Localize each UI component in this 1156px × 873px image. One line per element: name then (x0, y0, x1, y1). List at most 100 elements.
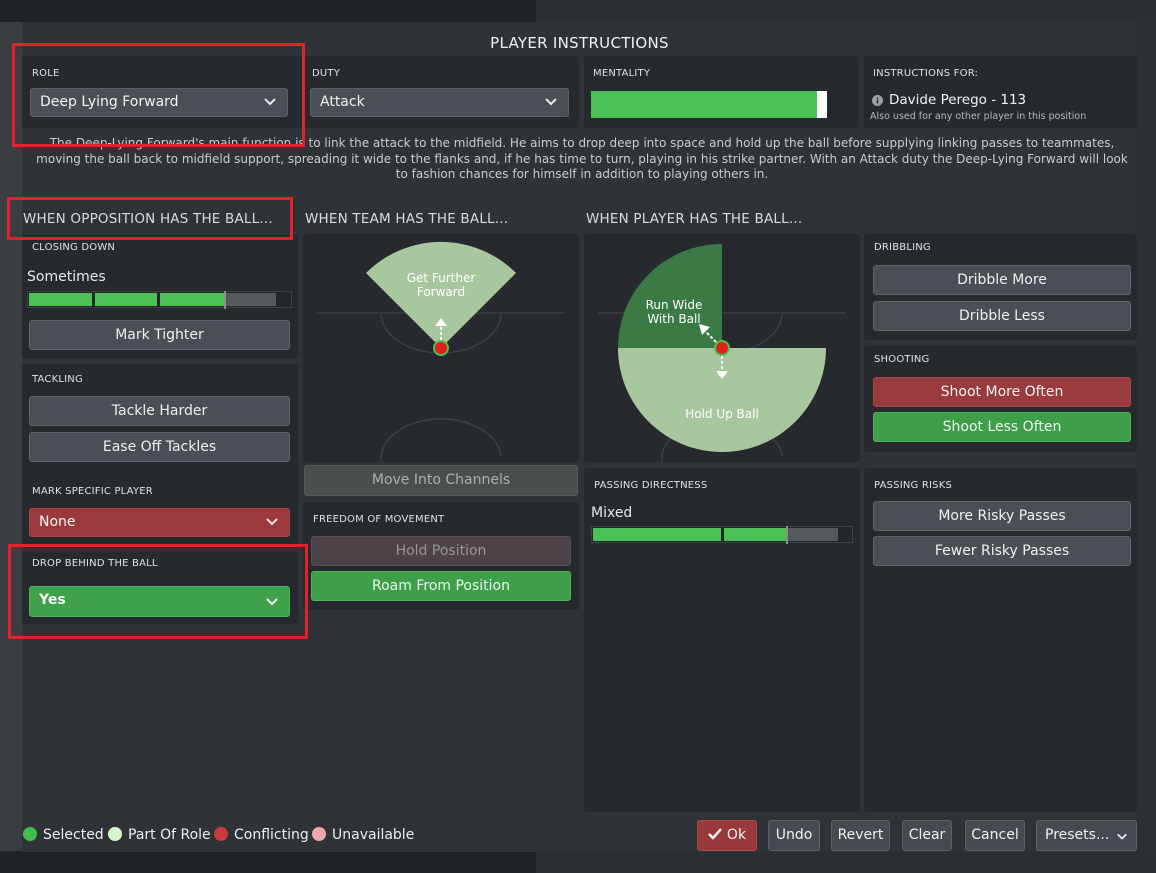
mentality-bar[interactable] (591, 91, 833, 118)
ok-button[interactable]: Ok (697, 820, 757, 851)
passing-risks-label: PASSING RISKS (874, 480, 953, 491)
role-select[interactable]: Deep Lying Forward (30, 88, 288, 117)
roam-from-position-button[interactable]: Roam From Position (311, 571, 571, 601)
drop-behind-select[interactable]: Yes (29, 586, 290, 617)
hold-up-ball-label: Hold Up Ball (685, 407, 759, 421)
undo-button[interactable]: Undo (768, 820, 820, 851)
role-panel: ROLE Deep Lying Forward (22, 56, 304, 128)
get-further-forward-label-1: Get Further (407, 271, 476, 285)
mentality-panel: MENTALITY (584, 56, 858, 128)
mark-specific-panel: MARK SPECIFIC PLAYER None (22, 478, 298, 548)
drop-behind-label: DROP BEHIND THE BALL (32, 558, 158, 569)
chevron-down-icon (1117, 833, 1127, 840)
duty-panel: DUTY Attack (304, 56, 579, 128)
instructions-for-panel: INSTRUCTIONS FOR: Davide Perego - 113 Al… (864, 56, 1137, 128)
highlight-box-role (12, 43, 305, 147)
legend-selected-dot (23, 827, 37, 841)
legend-unavailable-dot (312, 827, 326, 841)
legend-part-of-role-dot (108, 827, 122, 841)
closing-down-bar[interactable] (27, 291, 292, 309)
run-wide-label-1: Run Wide (646, 298, 703, 312)
duty-label: DUTY (312, 68, 341, 79)
highlight-box-opposition (7, 197, 293, 240)
mentality-label: MENTALITY (593, 68, 651, 79)
player-position-dot (433, 340, 449, 356)
shoot-less-often-button[interactable]: Shoot Less Often (873, 412, 1131, 442)
mark-specific-label: MARK SPECIFIC PLAYER (32, 486, 153, 497)
hold-position-button[interactable]: Hold Position (311, 536, 571, 566)
mark-tighter-button[interactable]: Mark Tighter (29, 320, 290, 350)
chevron-down-icon (264, 98, 276, 106)
fewer-risky-passes-button[interactable]: Fewer Risky Passes (873, 536, 1131, 566)
more-risky-passes-button[interactable]: More Risky Passes (873, 501, 1131, 531)
passing-directness-bar[interactable] (591, 526, 853, 544)
run-wide-with-ball-zone[interactable] (618, 244, 722, 348)
arrow-head-icon (716, 371, 728, 379)
chevron-down-icon (545, 98, 557, 106)
highlight-box-drop-behind (8, 544, 308, 639)
passing-directness-label: PASSING DIRECTNESS (594, 480, 708, 491)
role-label: ROLE (32, 68, 60, 79)
tackling-panel: TACKLING Tackle Harder Ease Off Tackles (22, 364, 298, 490)
mentality-slider-handle[interactable] (817, 91, 827, 118)
passing-risks-panel: PASSING RISKS More Risky Passes Fewer Ri… (864, 468, 1137, 812)
arrow-head-icon (699, 324, 710, 335)
background-right-strip (1137, 22, 1156, 852)
closing-down-label: CLOSING DOWN (32, 242, 116, 253)
shooting-label: SHOOTING (874, 354, 930, 365)
mentality-bar-fill (591, 91, 820, 118)
legend-unavailable-label: Unavailable (332, 827, 415, 843)
revert-button[interactable]: Revert (831, 820, 890, 851)
ok-label: Ok (726, 827, 747, 843)
shooting-panel: SHOOTING Shoot More Often Shoot Less Oft… (864, 346, 1137, 452)
mark-specific-value: None (39, 514, 76, 530)
cancel-button[interactable]: Cancel (965, 820, 1025, 851)
ease-off-tackles-button[interactable]: Ease Off Tackles (29, 432, 290, 462)
closing-down-panel: CLOSING DOWN Sometimes Mark Tighter (22, 234, 298, 358)
move-into-channels-button[interactable]: Move Into Channels (304, 465, 578, 496)
clear-button[interactable]: Clear (902, 820, 952, 851)
hold-up-ball-zone[interactable] (618, 348, 826, 452)
player-pitch-diagram: Run Wide With Ball Hold Up Ball (598, 244, 846, 463)
closing-down-seg-3 (160, 293, 224, 306)
shoot-more-often-button[interactable]: Shoot More Often (873, 377, 1131, 407)
background-bottom-strip (0, 851, 1156, 873)
legend-unavailable: Unavailable (312, 827, 414, 843)
duty-select[interactable]: Attack (310, 88, 569, 117)
drop-behind-value: Yes (39, 592, 66, 608)
legend-selected: Selected (23, 827, 104, 843)
passing-directness-value: Mixed (591, 505, 633, 521)
role-value: Deep Lying Forward (40, 94, 179, 110)
legend-conflicting-dot (214, 827, 228, 841)
dialog-title: PLAYER INSTRUCTIONS (490, 34, 669, 52)
section-player-heading: WHEN PLAYER HAS THE BALL... (586, 211, 803, 227)
presets-button[interactable]: Presets... (1036, 820, 1137, 851)
passing-directness-seg-3 (788, 528, 838, 541)
closing-down-seg-2 (95, 293, 157, 306)
dribble-less-button[interactable]: Dribble Less (873, 301, 1131, 331)
legend-part-of-role-label: Part Of Role (128, 827, 211, 843)
closing-down-seg-4 (226, 293, 276, 306)
tackling-label: TACKLING (32, 374, 83, 385)
dribble-more-button[interactable]: Dribble More (873, 265, 1131, 295)
instructions-player-name[interactable]: Davide Perego - 113 (889, 92, 1027, 108)
freedom-panel: FREEDOM OF MOVEMENT Hold Position Roam F… (303, 502, 579, 610)
passing-directness-panel: PASSING DIRECTNESS Mixed (584, 468, 860, 812)
mark-specific-select[interactable]: None (29, 508, 290, 537)
duty-value: Attack (320, 94, 365, 110)
background-top-strip (0, 0, 1156, 22)
tackle-harder-button[interactable]: Tackle Harder (29, 396, 290, 426)
info-icon (872, 95, 883, 106)
player-instructions-dialog: PLAYER INSTRUCTIONS ROLE Deep Lying Forw… (22, 22, 1137, 852)
run-wide-label-2: With Ball (647, 312, 700, 326)
chevron-down-icon (266, 598, 278, 606)
passing-directness-seg-2 (724, 528, 786, 541)
player-position-dot (714, 340, 730, 356)
closing-down-value: Sometimes (27, 269, 106, 285)
closing-down-seg-1 (29, 293, 92, 306)
check-icon (708, 828, 722, 840)
freedom-label: FREEDOM OF MOVEMENT (313, 514, 445, 525)
get-further-forward-zone[interactable] (366, 241, 516, 348)
get-further-forward-label-2: Forward (417, 285, 465, 299)
dribbling-panel: DRIBBLING Dribble More Dribble Less (864, 234, 1137, 340)
